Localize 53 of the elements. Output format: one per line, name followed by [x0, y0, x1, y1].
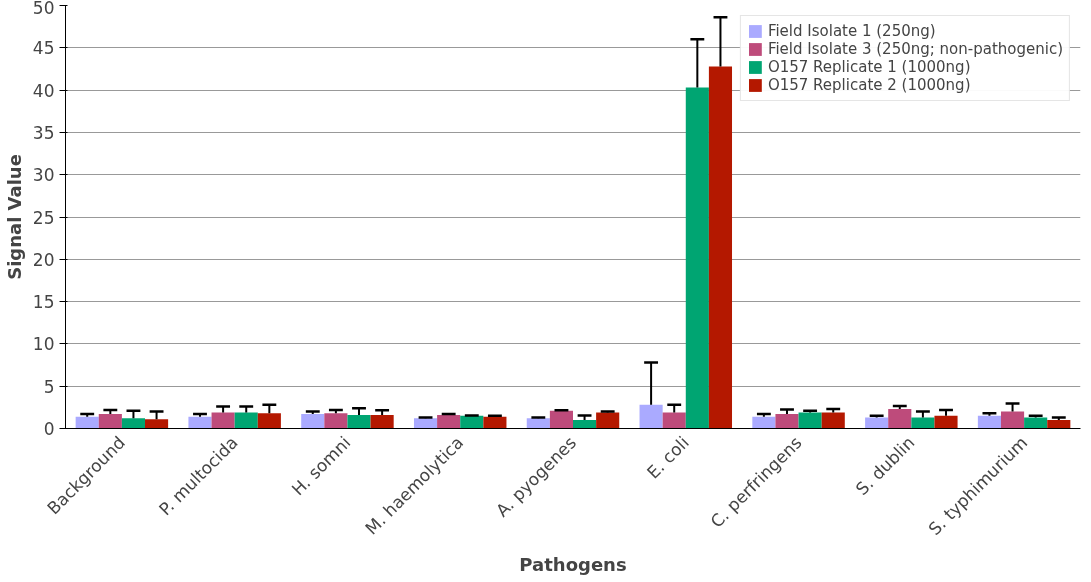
bar: [573, 420, 597, 429]
y-tick-label: 45: [32, 38, 55, 59]
bar: [775, 414, 799, 429]
legend-label: O157 Replicate 2 (1000ng): [767, 76, 971, 94]
bar: [483, 416, 507, 429]
legend-label: O157 Replicate 1 (1000ng): [767, 58, 971, 76]
bar: [821, 412, 845, 429]
legend-label: Field Isolate 1 (250ng): [767, 22, 936, 40]
bar: [526, 418, 550, 429]
y-tick-label: 30: [32, 165, 55, 186]
bar: [413, 418, 438, 429]
legend-label: Field Isolate 3 (250ng; non-pathogenic): [767, 40, 1063, 58]
bar: [888, 409, 912, 429]
bar: [257, 413, 281, 429]
bar: [234, 412, 258, 429]
bar: [75, 416, 99, 429]
bar: [121, 418, 146, 429]
bar: [1000, 411, 1025, 429]
bar: [934, 415, 958, 429]
y-tick-label: 35: [32, 122, 55, 143]
bar: [145, 419, 169, 429]
x-axis-title: Pathogens: [519, 554, 627, 576]
bar: [708, 66, 733, 429]
bar: [549, 410, 573, 429]
y-axis-title: Signal Value: [3, 154, 25, 280]
y-tick-label: 15: [32, 292, 55, 313]
bar: [752, 416, 776, 429]
bar: [301, 414, 325, 429]
bar: [211, 412, 235, 429]
y-tick-label: 20: [32, 249, 55, 270]
y-tick-label: 25: [32, 207, 55, 228]
bar: [347, 414, 371, 429]
bar: [911, 417, 935, 429]
bar: [685, 87, 709, 429]
y-tick-label: 40: [32, 80, 55, 101]
y-tick-label: 50: [32, 0, 55, 18]
bar: [639, 404, 663, 429]
bar: [662, 412, 686, 429]
bar: [1024, 417, 1048, 429]
bar: [98, 414, 122, 429]
bar: [977, 415, 1001, 429]
bar: [798, 412, 822, 429]
bar: [1047, 420, 1071, 429]
bar: [865, 417, 889, 429]
y-tick-label: 5: [43, 376, 55, 397]
bar: [437, 414, 461, 429]
y-tick-label: 10: [32, 334, 55, 355]
bar: [324, 413, 348, 429]
bar: [370, 414, 394, 429]
x-tick-label: E. coli: [642, 432, 693, 483]
y-tick-label: 0: [43, 419, 55, 439]
bar: [596, 412, 620, 429]
bar: [188, 416, 212, 429]
